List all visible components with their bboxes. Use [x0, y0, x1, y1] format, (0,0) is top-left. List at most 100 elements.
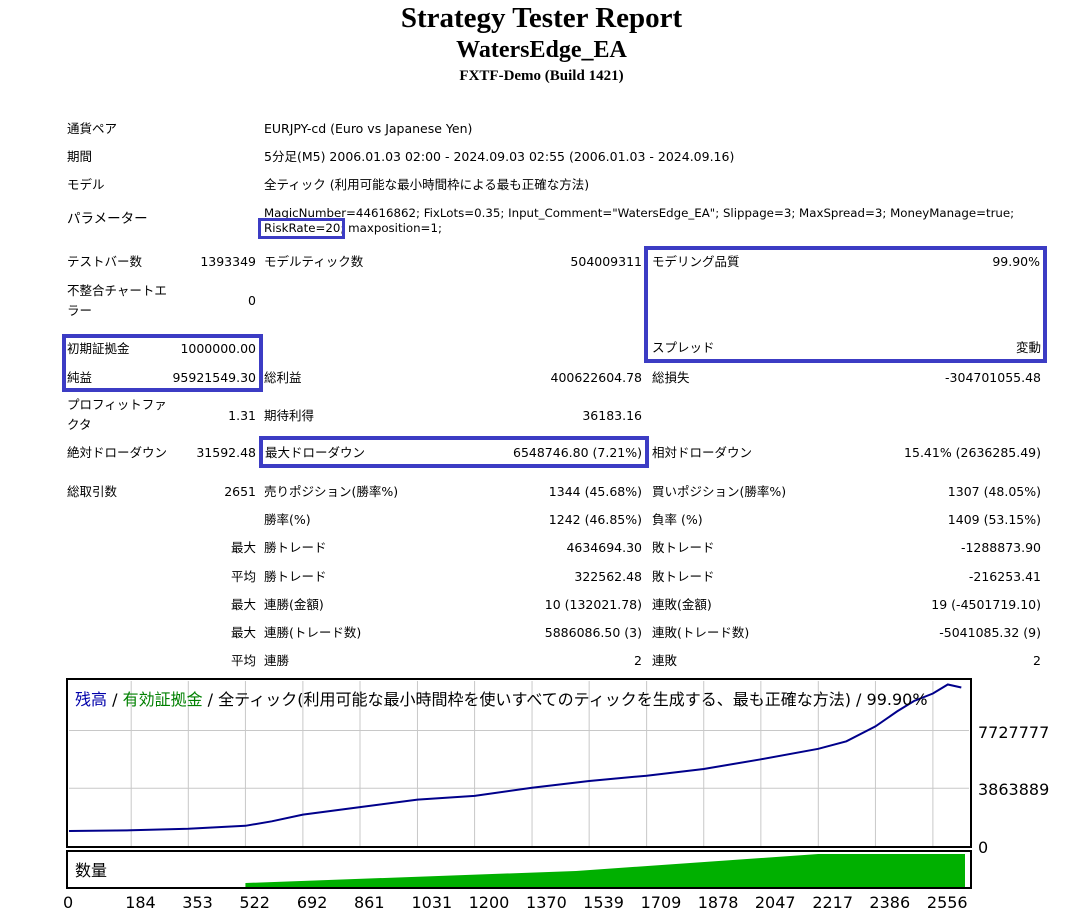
trades-value: 2651 — [224, 484, 256, 499]
avg-loss-label: 敗トレード — [652, 569, 715, 584]
gross-profit-value: 400622604.78 — [550, 370, 642, 385]
abs-dd-label: 絶対ドローダウン — [67, 445, 168, 460]
max-cons-profit-label: 連勝(トレード数) — [264, 625, 362, 640]
model-value: 全ティック (利用可能な最小時間枠による最も正確な方法) — [264, 177, 590, 192]
balance-line — [68, 683, 962, 832]
x-tick-label: 1031 — [411, 893, 453, 912]
rel-dd-label: 相対ドローダウン — [652, 445, 753, 460]
ticks-value: 504009311 — [570, 254, 642, 269]
rel-dd-value: 15.41% (2636285.49) — [904, 445, 1041, 460]
legend-equity: 有効証拠金 — [122, 690, 203, 709]
x-tick-label: 1539 — [583, 893, 624, 912]
x-tick-label: 2047 — [754, 893, 796, 912]
bars-label: テストバー数 — [67, 254, 143, 269]
x-tick-label: 1200 — [468, 893, 510, 912]
ea-name: WatersEdge_EA — [456, 37, 627, 63]
expected-label: 期待利得 — [264, 408, 315, 423]
pf-label-1: プロフィットファ — [67, 397, 167, 412]
x-tick-label: 2386 — [869, 893, 911, 912]
trades-label: 総取引数 — [67, 484, 118, 499]
max-cons-wins-label: 連勝(金額) — [264, 597, 324, 612]
max-dd-label: 最大ドローダウン — [265, 445, 366, 460]
x-tick-label: 2556 — [926, 893, 968, 912]
max-label-2: 最大 — [230, 597, 256, 612]
params-label: パラメーター — [67, 211, 148, 227]
volume-label: 数量 — [75, 861, 108, 880]
largest-loss-label: 敗トレード — [652, 540, 715, 555]
pf-label-2: クタ — [67, 417, 92, 432]
main-plot-frame — [66, 678, 972, 848]
max-label-3: 最大 — [230, 625, 256, 640]
spread-label: スプレッド — [652, 340, 715, 355]
y-tick-label-mid: 3863889 — [978, 780, 1050, 799]
period-value: 5分足(M5) 2006.01.03 02:00 - 2024.09.03 02… — [264, 149, 735, 164]
net-value: 95921549.30 — [172, 370, 256, 385]
volume-area — [245, 854, 965, 887]
loss-rate-value: 1409 (53.15%) — [947, 512, 1041, 527]
deposit-net-highlight — [62, 334, 263, 392]
chart-legend: 残高 / 有効証拠金 / 全ティック(利用可能な最小時間枠を使いすべてのティック… — [75, 686, 928, 710]
long-value: 1307 (48.05%) — [947, 484, 1041, 499]
short-value: 1344 (45.68%) — [548, 484, 642, 499]
x-tick-label: 522 — [239, 893, 270, 912]
avg-cons-losses-value: 2 — [1033, 653, 1041, 668]
quality-label: モデリング品質 — [652, 254, 740, 269]
avg-label-2: 平均 — [230, 653, 256, 668]
max-cons-losses-label: 連敗(金額) — [652, 597, 712, 612]
ticks-label: モデルティック数 — [264, 254, 364, 269]
short-label: 売りポジション(勝率%) — [264, 484, 399, 499]
max-cons-loss-value: -5041085.32 (9) — [939, 625, 1041, 640]
max-dd-highlight — [259, 436, 649, 468]
params-line1: MagicNumber=44616862; FixLots=0.35; Inpu… — [264, 206, 1015, 220]
x-tick-label: 0 — [63, 893, 74, 912]
max-cons-loss-label: 連敗(トレード数) — [652, 625, 750, 640]
x-tick-label: 1878 — [697, 893, 739, 912]
spread-value: 変動 — [1015, 340, 1041, 355]
loss-rate-label: 負率 (%) — [652, 512, 703, 527]
abs-dd-value: 31592.48 — [196, 445, 256, 460]
legend-sep: / — [107, 690, 123, 709]
balance-chart — [66, 678, 972, 889]
quality-spread-highlight — [644, 246, 1047, 363]
long-label: 買いポジション(勝率%) — [652, 484, 787, 499]
y-tick-label-top: 7727777 — [978, 723, 1050, 742]
max-cons-profit-value: 5886086.50 (3) — [544, 625, 642, 640]
deposit-label: 初期証拠金 — [67, 341, 130, 356]
server-build: FXTF-Demo (Build 1421) — [459, 68, 624, 84]
legend-description: / 全ティック(利用可能な最小時間枠を使いすべてのティックを生成する、最も正確な… — [202, 690, 928, 709]
report-title: Strategy Tester Report — [400, 2, 683, 34]
x-tick-label: 2217 — [812, 893, 854, 912]
win-rate-value: 1242 (46.85%) — [548, 512, 642, 527]
avg-win-label: 勝トレード — [264, 569, 327, 584]
x-tick-label: 1709 — [640, 893, 682, 912]
avg-cons-wins-label: 連勝 — [264, 653, 290, 668]
pf-value: 1.31 — [228, 408, 256, 423]
y-tick-label-zero: 0 — [978, 838, 989, 857]
x-tick-label: 1370 — [526, 893, 567, 912]
legend-balance: 残高 — [75, 690, 108, 709]
avg-label-1: 平均 — [230, 569, 256, 584]
net-label: 純益 — [67, 370, 93, 385]
risk-rate-param: RiskRate=20; — [264, 221, 345, 235]
period-label: 期間 — [67, 149, 93, 164]
largest-win-value: 4634694.30 — [566, 540, 642, 555]
x-tick-label: 353 — [182, 893, 213, 912]
deposit-value: 1000000.00 — [180, 341, 256, 356]
avg-cons-losses-label: 連敗 — [652, 653, 678, 668]
max-dd-value: 6548746.80 (7.21%) — [513, 445, 642, 460]
mismatch-label-2: ラー — [67, 303, 93, 318]
pair-label: 通貨ペア — [67, 121, 118, 136]
params-line2-rest: maxposition=1; — [344, 221, 442, 235]
gross-profit-label: 総利益 — [264, 370, 302, 385]
avg-cons-wins-value: 2 — [634, 653, 642, 668]
largest-win-label: 勝トレード — [264, 540, 327, 555]
largest-loss-value: -1288873.90 — [960, 540, 1041, 555]
max-cons-wins-value: 10 (132021.78) — [544, 597, 642, 612]
risk-rate-highlight — [258, 218, 345, 239]
x-tick-label: 692 — [296, 893, 328, 912]
bars-value: 1393349 — [200, 254, 256, 269]
chart-grid — [69, 681, 969, 846]
avg-loss-value: -216253.41 — [968, 569, 1041, 584]
expected-value: 36183.16 — [582, 408, 642, 423]
x-tick-label: 861 — [354, 893, 385, 912]
